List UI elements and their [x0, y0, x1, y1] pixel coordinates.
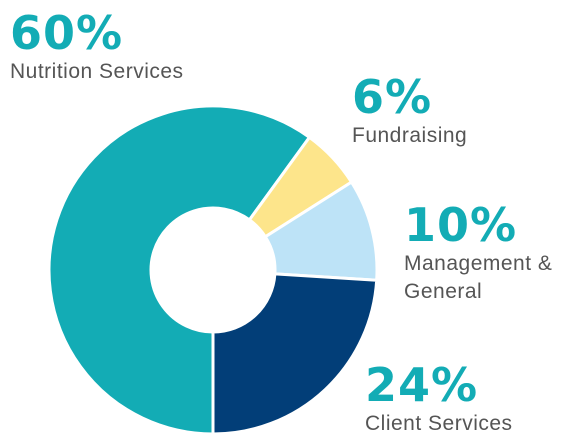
category-label: Fundraising	[352, 124, 468, 147]
category-label: Client Services	[365, 412, 513, 435]
value-label: 60%	[10, 6, 124, 60]
value-label: 24%	[365, 358, 479, 412]
slice	[47, 104, 311, 436]
slice-label: 24% Client Services	[365, 360, 565, 438]
category-label: Management & General	[404, 252, 553, 303]
slice-label: 60% Nutrition Services	[10, 8, 270, 86]
slice	[211, 272, 379, 436]
slice-label: 6% Fundraising	[352, 72, 552, 150]
slice-label: 10% Management & General	[404, 200, 564, 306]
value-label: 10%	[404, 198, 518, 252]
category-label: Nutrition Services	[10, 60, 184, 83]
value-label: 6%	[352, 70, 433, 124]
